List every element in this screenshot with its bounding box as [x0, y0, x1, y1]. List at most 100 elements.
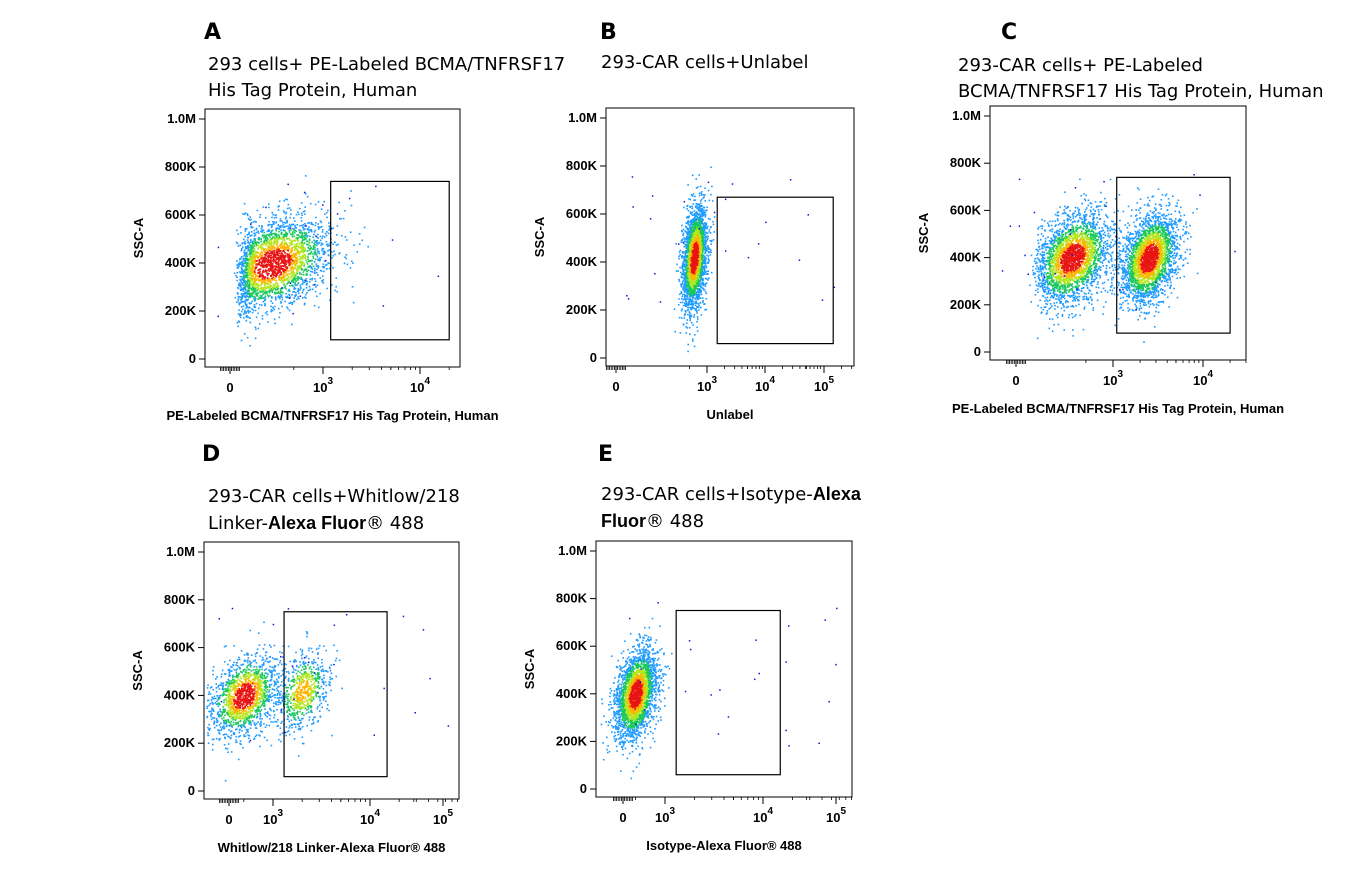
event-dot	[257, 292, 260, 294]
event-dot	[684, 278, 686, 281]
event-dot	[304, 256, 307, 259]
event-dot	[323, 236, 326, 238]
event-dot	[281, 287, 283, 290]
event-dot	[701, 213, 704, 215]
event-dot	[244, 279, 246, 282]
event-dot	[263, 234, 266, 237]
event-dot	[274, 296, 277, 298]
event-dot	[698, 304, 700, 307]
event-dot	[695, 308, 697, 310]
event-dot	[698, 266, 701, 269]
event-dot	[291, 247, 294, 250]
event-dot	[275, 274, 277, 277]
event-dot	[242, 260, 245, 262]
event-dot	[249, 287, 252, 289]
event-dot	[675, 243, 677, 245]
event-dot	[294, 247, 297, 249]
event-dot	[297, 292, 300, 294]
event-dot	[333, 250, 335, 253]
event-dot	[271, 270, 274, 273]
event-dot	[270, 266, 272, 268]
event-dot	[301, 231, 303, 233]
event-dot	[253, 298, 255, 301]
event-dot	[279, 237, 281, 240]
event-dot	[308, 226, 310, 228]
event-dot	[678, 316, 681, 319]
event-dot	[680, 291, 683, 293]
event-dot	[263, 258, 265, 260]
event-dot	[291, 323, 293, 326]
event-dot	[254, 232, 256, 235]
event-dot	[695, 276, 698, 279]
event-dot	[682, 232, 685, 235]
event-dot	[682, 293, 684, 296]
event-dot	[279, 271, 281, 273]
event-dot	[271, 306, 274, 309]
event-dot	[689, 317, 691, 320]
event-dot	[244, 269, 246, 271]
event-dot	[315, 265, 318, 267]
event-dot	[696, 232, 699, 235]
event-dot	[263, 271, 265, 273]
event-dot	[320, 221, 323, 224]
event-dot	[695, 272, 697, 274]
event-dot	[285, 274, 288, 276]
event-dot	[275, 253, 277, 256]
event-dot	[689, 245, 691, 247]
event-dot	[706, 227, 708, 230]
event-dot	[303, 238, 306, 241]
event-dot	[268, 229, 270, 232]
event-dot	[261, 297, 264, 299]
event-dot	[276, 263, 278, 266]
event-dot	[240, 298, 243, 300]
event-dot	[278, 260, 280, 262]
event-dot	[685, 295, 687, 297]
event-dot	[678, 278, 680, 281]
event-dot	[692, 203, 695, 205]
event-dot	[284, 233, 287, 236]
event-dot	[689, 223, 692, 226]
event-dot	[321, 229, 324, 231]
event-dot	[283, 243, 285, 245]
event-dot	[288, 279, 290, 281]
event-dot	[706, 235, 708, 238]
event-dot	[242, 257, 245, 260]
event-dot	[293, 288, 295, 290]
event-dot	[707, 262, 710, 264]
event-dot	[277, 209, 280, 211]
event-dot	[242, 301, 244, 303]
event-dot	[338, 252, 340, 255]
event-dot	[247, 289, 249, 292]
event-dot	[257, 255, 259, 258]
event-dot	[279, 255, 282, 257]
event-dot	[699, 268, 702, 271]
event-dot	[695, 202, 698, 205]
event-dot	[275, 229, 277, 232]
event-dot	[252, 243, 254, 245]
event-dot	[319, 292, 321, 295]
event-dot	[313, 261, 316, 263]
event-dot	[251, 285, 254, 287]
event-dot	[279, 245, 282, 247]
event-dot	[293, 272, 296, 274]
event-dot	[250, 277, 252, 279]
event-dot	[701, 209, 703, 212]
event-dot	[349, 231, 352, 233]
event-dot	[709, 240, 711, 242]
event-dot	[251, 311, 254, 314]
event-dot	[239, 313, 242, 315]
event-dot	[291, 276, 294, 278]
event-dot	[244, 282, 247, 285]
event-dot	[283, 221, 286, 224]
event-dot	[284, 212, 287, 215]
event-dot	[263, 241, 265, 243]
event-dot	[296, 283, 299, 286]
event-dot	[344, 210, 346, 212]
event-dot	[299, 258, 302, 260]
event-dot	[263, 251, 266, 253]
event-dot	[311, 259, 313, 262]
event-dot	[702, 259, 704, 262]
event-dot	[237, 233, 240, 235]
event-dot	[302, 274, 305, 276]
event-dot	[255, 283, 258, 285]
